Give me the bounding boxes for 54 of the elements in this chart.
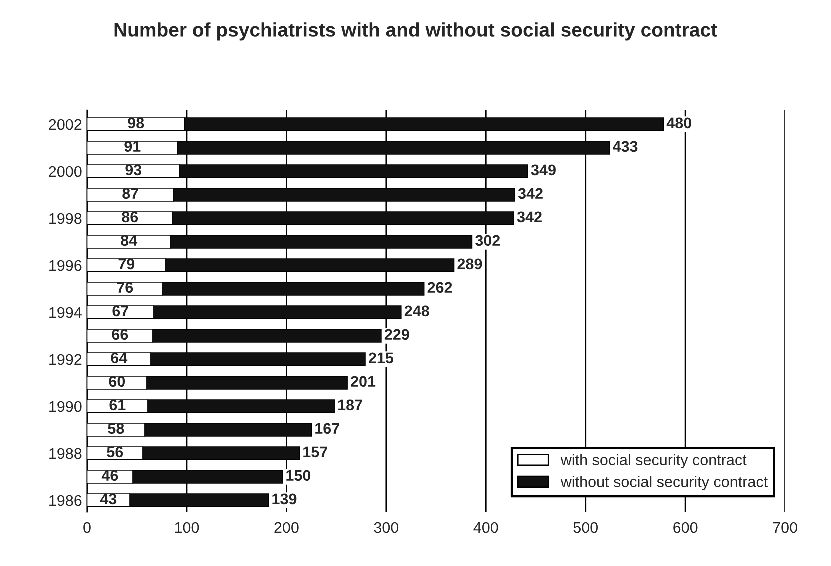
data-label: 342 — [518, 188, 543, 200]
data-label: 167 — [316, 423, 340, 434]
data-label: 139 — [272, 494, 297, 505]
data-label: 86 — [122, 212, 138, 223]
y-tick-label: 1992 — [50, 354, 82, 366]
data-label: 61 — [110, 400, 126, 411]
data-label: 56 — [107, 446, 124, 458]
y-tick-label: 2002 — [49, 119, 82, 130]
legend-label: without social security contract — [560, 476, 768, 490]
data-label: 262 — [428, 282, 452, 294]
data-label: 342 — [517, 212, 542, 223]
data-label: 87 — [122, 188, 138, 200]
data-label: 79 — [118, 258, 135, 270]
data-label: 480 — [666, 118, 692, 129]
x-tick-label: 200 — [274, 522, 299, 534]
y-tick-label: 1990 — [50, 401, 82, 412]
data-label: 302 — [476, 235, 500, 246]
x-tick-label: 0 — [84, 522, 91, 534]
data-label: 46 — [102, 470, 118, 482]
data-label: 76 — [117, 282, 134, 294]
x-tick-label: 500 — [574, 522, 598, 534]
x-tick-label: 100 — [175, 522, 200, 534]
x-tick-label: 300 — [374, 522, 399, 534]
x-tick-label: 400 — [474, 522, 498, 534]
data-label: 157 — [304, 446, 328, 458]
y-tick-label: 1988 — [50, 448, 82, 460]
data-label: 349 — [531, 164, 556, 176]
x-tick-label: 700 — [773, 522, 798, 534]
y-tick-label: 1994 — [50, 307, 82, 318]
data-label: 60 — [109, 376, 126, 388]
chart-title: Number of psychiatrists with and without social security contract — [114, 22, 718, 41]
data-label: 201 — [351, 376, 376, 388]
legend-label: with social security contract — [560, 454, 747, 469]
data-label: 433 — [613, 141, 638, 152]
y-tick-label: 1996 — [50, 260, 82, 272]
data-label: 215 — [368, 352, 394, 364]
data-label: 229 — [384, 329, 410, 340]
y-tick-label: 2000 — [49, 166, 82, 178]
y-tick-label: 1998 — [50, 213, 82, 224]
data-label: 58 — [108, 423, 124, 434]
data-label: 150 — [286, 470, 311, 482]
y-tick-label: 1986 — [50, 495, 82, 506]
data-label: 66 — [112, 329, 128, 340]
data-label: 187 — [338, 400, 362, 411]
data-label: 289 — [458, 258, 482, 270]
data-label: 67 — [112, 306, 128, 317]
data-label: 84 — [121, 235, 138, 246]
data-label: 43 — [100, 494, 117, 505]
x-tick-label: 600 — [674, 522, 698, 534]
data-label: 98 — [128, 118, 144, 129]
data-label: 93 — [126, 164, 142, 176]
data-label: 248 — [404, 306, 430, 317]
data-label: 91 — [124, 141, 141, 152]
data-label: 64 — [111, 352, 128, 364]
